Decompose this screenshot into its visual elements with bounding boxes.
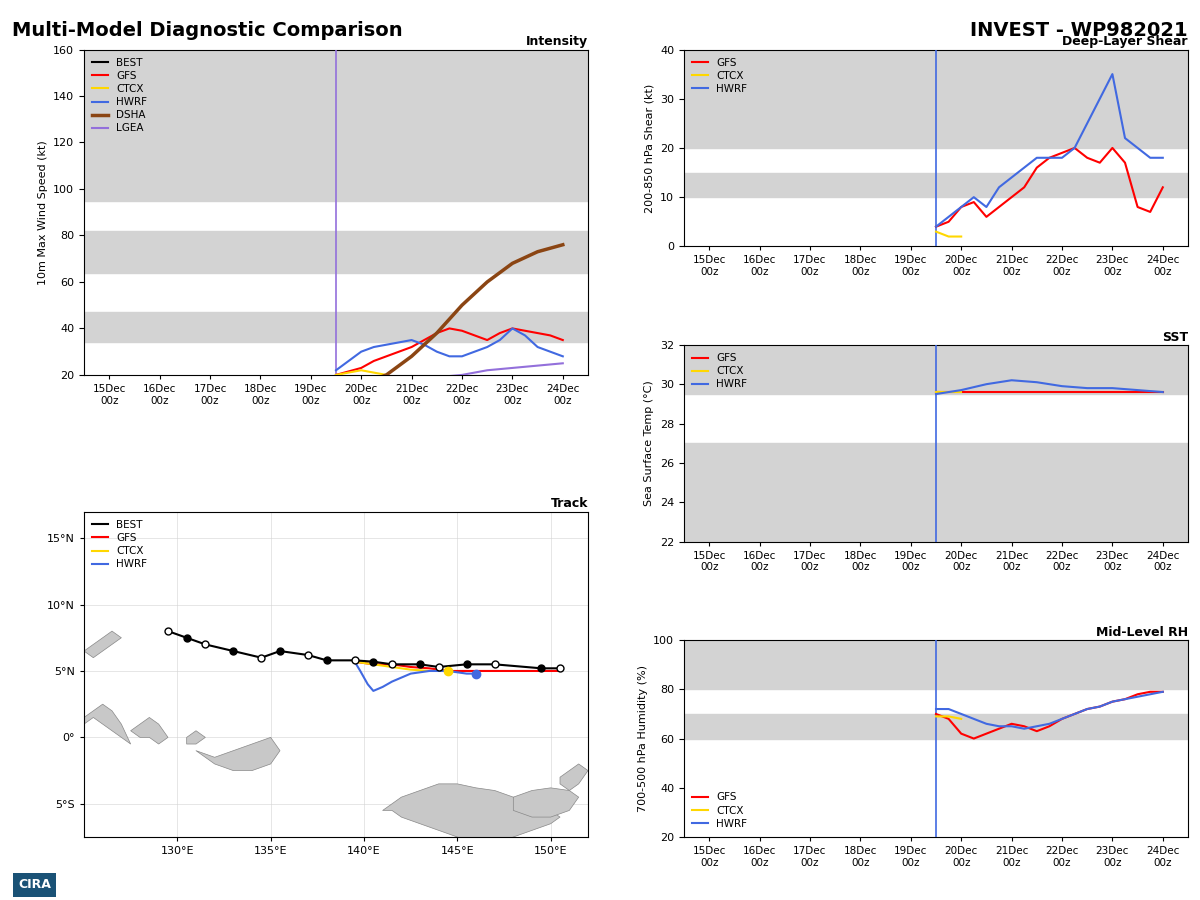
Text: INVEST - WP982021: INVEST - WP982021	[971, 21, 1188, 40]
Y-axis label: 10m Max Wind Speed (kt): 10m Max Wind Speed (kt)	[37, 140, 48, 284]
Y-axis label: Sea Surface Temp (°C): Sea Surface Temp (°C)	[644, 381, 654, 506]
Bar	[684, 640, 1188, 689]
Bar	[84, 230, 588, 273]
Bar	[684, 444, 1188, 542]
Text: Intensity: Intensity	[526, 35, 588, 49]
Text: Track: Track	[551, 498, 588, 510]
Bar	[684, 714, 1188, 739]
Y-axis label: 700-500 hPa Humidity (%): 700-500 hPa Humidity (%)	[637, 665, 648, 812]
Text: Mid-Level RH: Mid-Level RH	[1096, 626, 1188, 639]
Text: CIRA: CIRA	[18, 878, 50, 891]
Legend: GFS, CTCX, HWRF: GFS, CTCX, HWRF	[689, 55, 750, 97]
Bar	[684, 345, 1188, 394]
Bar	[84, 312, 588, 342]
Bar	[84, 50, 588, 201]
Bar	[684, 173, 1188, 197]
Text: Deep-Layer Shear: Deep-Layer Shear	[1062, 35, 1188, 49]
Text: Multi-Model Diagnostic Comparison: Multi-Model Diagnostic Comparison	[12, 21, 403, 40]
Legend: GFS, CTCX, HWRF: GFS, CTCX, HWRF	[689, 789, 750, 832]
Bar	[684, 50, 1188, 148]
Legend: GFS, CTCX, HWRF: GFS, CTCX, HWRF	[689, 350, 750, 392]
Legend: BEST, GFS, CTCX, HWRF, DSHA, LGEA: BEST, GFS, CTCX, HWRF, DSHA, LGEA	[89, 55, 150, 137]
Legend: BEST, GFS, CTCX, HWRF: BEST, GFS, CTCX, HWRF	[89, 517, 150, 572]
Text: SST: SST	[1162, 330, 1188, 344]
Y-axis label: 200-850 hPa Shear (kt): 200-850 hPa Shear (kt)	[644, 84, 654, 212]
